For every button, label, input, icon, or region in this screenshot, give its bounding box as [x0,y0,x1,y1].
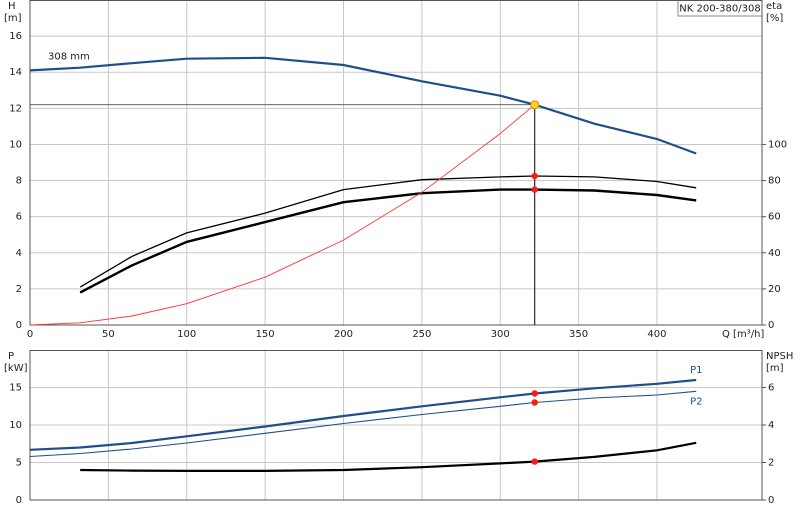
y2-axis-unit: [%] [766,13,783,24]
y2-tick-label: 100 [768,139,787,150]
chart-title: NK 200-380/308 [679,4,760,15]
y-tick-label: 4 [16,248,22,259]
x-tick-label: 250 [412,329,431,340]
y2-tick-label: 2 [768,458,774,469]
y2-axis-unit: [m] [766,363,784,374]
y2-tick-label: 4 [768,420,774,431]
y2-tick-label: 0 [768,320,774,331]
duty-marker [531,458,538,465]
x-tick-label: 100 [177,329,196,340]
x-axis-label: Q [m³/h] [722,329,764,340]
x-tick-label: 350 [569,329,588,340]
curve-label: 308 mm [48,51,90,62]
x-tick-label: 50 [102,329,115,340]
y-axis-label: H [8,1,16,12]
x-tick-label: 200 [334,329,353,340]
y-axis-unit: [kW] [4,363,28,374]
y2-axis-label: eta [766,1,782,12]
y-tick-label: 6 [16,212,22,223]
y-axis-unit: [m] [4,13,22,24]
y-tick-label: 12 [9,103,22,114]
x-tick-label: 150 [256,329,275,340]
y2-axis-label: NPSH [766,351,793,362]
curve [29,104,535,326]
x-tick-label: 0 [27,329,33,340]
duty-marker [531,390,538,397]
curve [79,175,697,288]
y-tick-label: 14 [9,67,22,78]
x-tick-label: 400 [647,329,666,340]
y-tick-label: 5 [16,458,22,469]
y2-tick-label: 40 [768,248,781,259]
y-tick-label: 8 [16,176,22,187]
y-tick-label: 10 [9,420,22,431]
curve-label: P1 [690,365,702,376]
duty-marker [531,172,538,180]
curve [80,441,697,472]
curve [29,378,697,451]
curve [79,188,697,294]
curve [29,56,697,155]
duty-marker [531,399,538,406]
curve [29,390,697,458]
y2-tick-label: 80 [768,176,781,187]
duty-point [530,100,540,110]
x-tick-label: 300 [491,329,510,340]
y2-tick-label: 0 [768,495,774,506]
y2-tick-label: 6 [768,383,774,394]
y2-tick-label: 20 [768,284,781,295]
y2-tick-label: 60 [768,212,781,223]
duty-marker [531,186,538,193]
y-tick-label: 16 [9,31,22,42]
y-tick-label: 2 [16,284,22,295]
plot-frame [29,0,763,326]
y-tick-label: 10 [9,139,22,150]
y-tick-label: 0 [16,495,22,506]
y-tick-label: 15 [9,383,22,394]
y-tick-label: 0 [16,320,22,331]
y-axis-label: P [8,351,14,362]
curve-label: P2 [690,396,702,407]
